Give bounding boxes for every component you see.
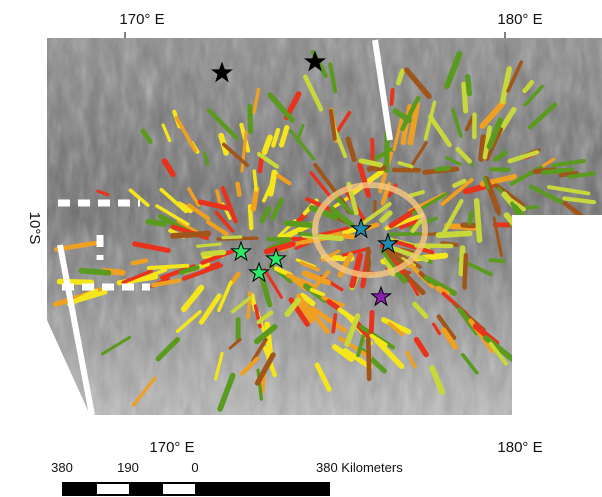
lineament — [133, 261, 146, 264]
lineament — [477, 201, 480, 240]
scale-segment — [163, 484, 195, 494]
lineament — [461, 248, 462, 274]
lineament — [238, 184, 240, 195]
scale-label: 380 — [51, 460, 73, 475]
lineament — [470, 213, 472, 223]
lineament — [203, 252, 223, 254]
lineament — [464, 255, 465, 287]
lineament — [286, 223, 311, 225]
scale-label: 190 — [117, 460, 139, 475]
lineament — [149, 266, 187, 268]
lineament — [369, 168, 384, 169]
longitude-label: 170° E — [149, 439, 194, 456]
lineament — [468, 77, 470, 94]
lineament — [515, 229, 519, 242]
lineament — [368, 339, 369, 379]
lineament — [250, 106, 251, 131]
scale-label: 0 — [191, 460, 198, 475]
lineament — [375, 202, 376, 213]
lineament — [525, 255, 544, 260]
lineament — [81, 271, 108, 273]
longitude-label: 180° E — [497, 439, 542, 456]
scale-label: 380 Kilometers — [316, 460, 403, 475]
map-figure: 170° E 180° E 170° E 180° E 10°S 380 190… — [0, 0, 602, 497]
lineament — [173, 234, 209, 236]
lineament — [464, 84, 466, 111]
lineament — [368, 249, 369, 264]
lineament — [511, 225, 548, 226]
lineament — [344, 230, 355, 233]
lineament — [254, 171, 256, 190]
scale-bar — [62, 482, 330, 496]
lineament — [333, 315, 335, 332]
lineament — [463, 225, 474, 226]
radar-texture — [47, 38, 602, 415]
latitude-label: 10°S — [26, 212, 43, 245]
lineament — [437, 168, 448, 169]
lineament — [390, 234, 424, 235]
lineament — [198, 244, 221, 246]
lineament — [223, 237, 241, 238]
lineament — [253, 189, 256, 209]
lineament — [371, 312, 372, 331]
lineament — [391, 90, 392, 104]
lineament — [148, 222, 163, 224]
longitude-label: 180° E — [497, 11, 542, 28]
scale-segment — [97, 484, 129, 494]
longitude-label: 170° E — [119, 11, 164, 28]
lineament — [517, 326, 546, 347]
lineament — [490, 260, 503, 261]
